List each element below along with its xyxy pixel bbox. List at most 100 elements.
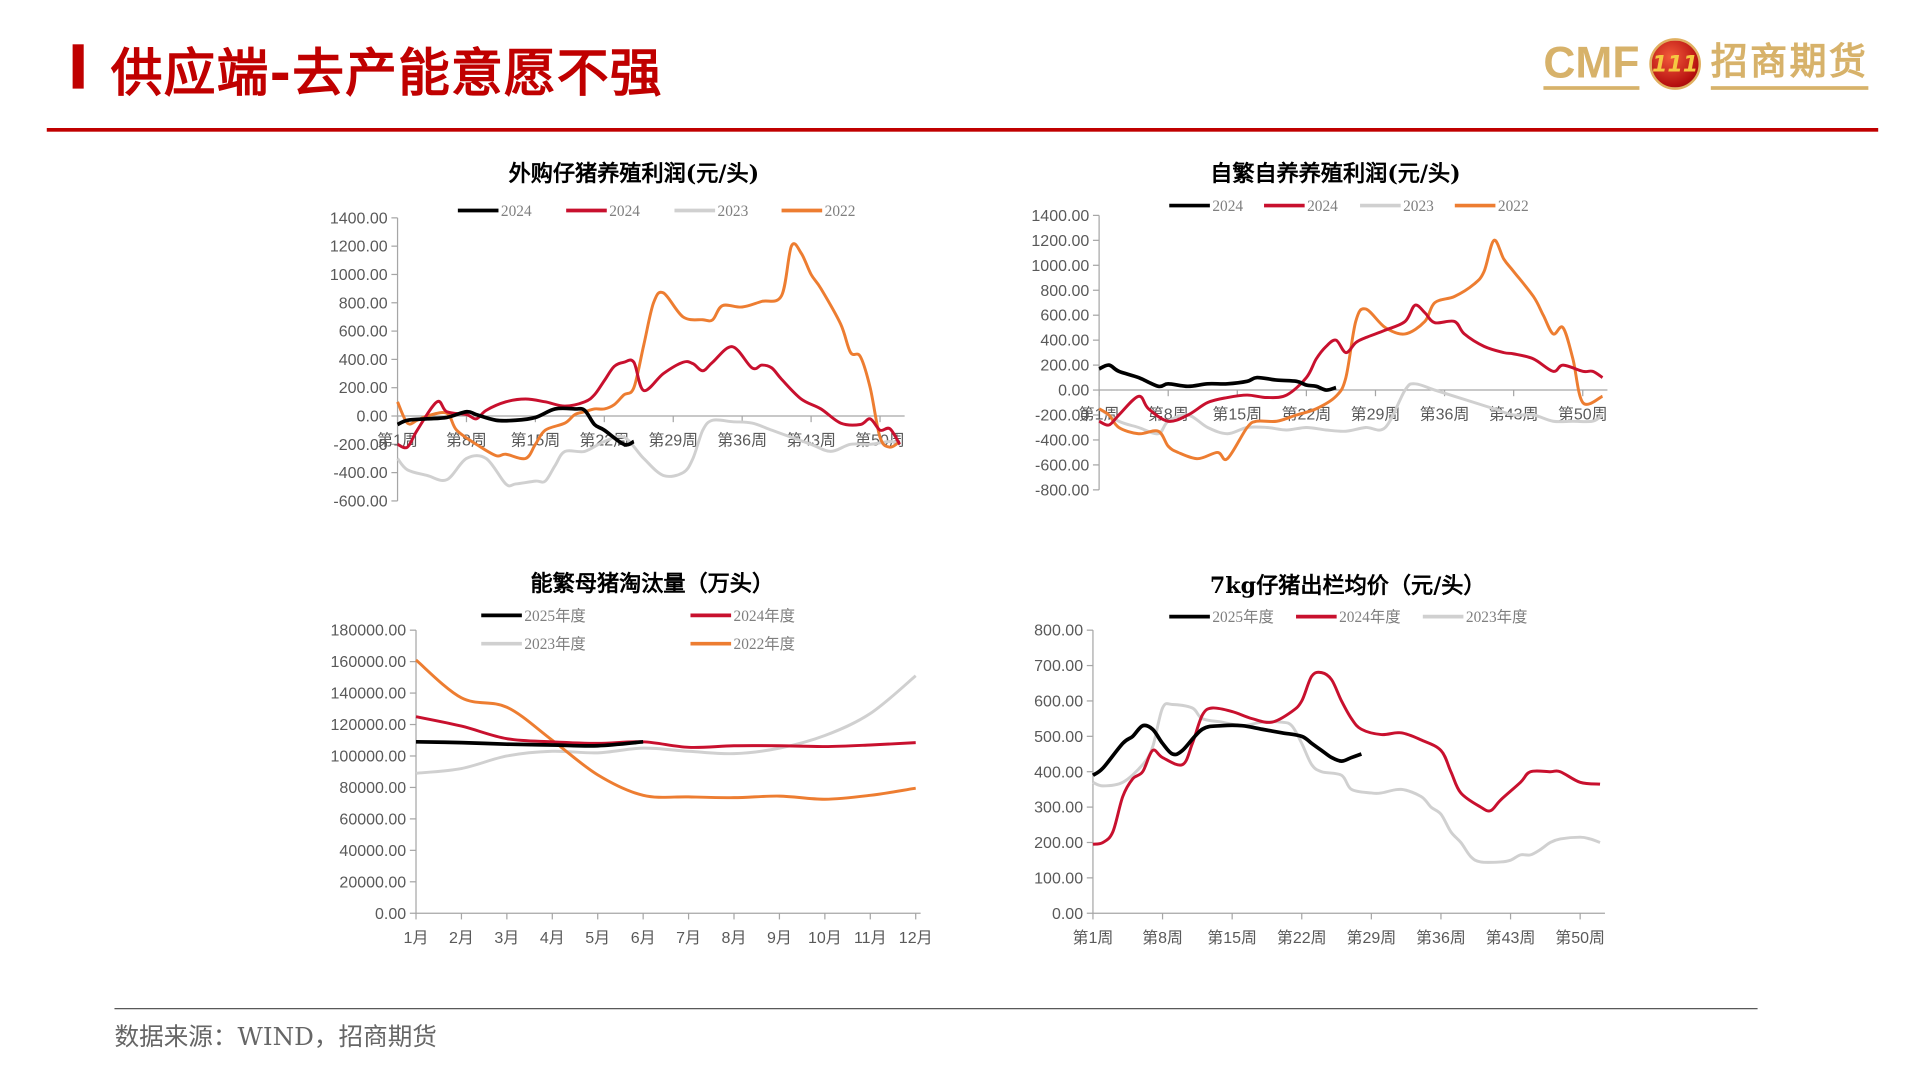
x-tick-label: 11月 bbox=[854, 930, 887, 947]
x-tick-label: 第1周 bbox=[1072, 929, 1113, 947]
y-tick-label: 1000.00 bbox=[330, 267, 388, 284]
y-tick-label: 500.00 bbox=[1034, 729, 1083, 746]
y-tick-label: 400.00 bbox=[339, 352, 388, 369]
x-tick-label: 10月 bbox=[808, 930, 842, 947]
y-tick-label: -400.00 bbox=[333, 465, 387, 482]
x-tick-label: 12月 bbox=[899, 930, 933, 947]
legend-label: 2023 bbox=[1403, 198, 1434, 215]
legend-label: 2023年度 bbox=[1466, 608, 1528, 626]
y-tick-label: 40000.00 bbox=[339, 843, 406, 860]
y-tick-label: 200.00 bbox=[1040, 358, 1089, 375]
data-source: 数据来源：WIND，招商期货 bbox=[114, 1021, 437, 1052]
legend-label: 2022 bbox=[825, 203, 856, 220]
y-tick-label: 100000.00 bbox=[331, 749, 407, 766]
legend-label: 2024 bbox=[609, 203, 640, 220]
x-tick-label: 第15周 bbox=[1212, 406, 1262, 424]
x-tick-label: 2月 bbox=[449, 930, 474, 947]
header-divider bbox=[46, 128, 1879, 132]
chart-title: 自繁自养养殖利润(元/头) bbox=[1210, 161, 1460, 187]
y-tick-label: 1000.00 bbox=[1031, 258, 1089, 275]
series-line-2024 bbox=[1098, 363, 1337, 392]
y-tick-label: 0.00 bbox=[375, 906, 406, 923]
y-tick-label: -600.00 bbox=[1035, 457, 1089, 474]
x-tick-label: 第43周 bbox=[786, 432, 836, 450]
x-tick-label: 第22周 bbox=[1277, 929, 1327, 947]
y-tick-label: 100.00 bbox=[1034, 870, 1083, 887]
y-tick-label: 60000.00 bbox=[339, 811, 406, 828]
y-tick-label: 180000.00 bbox=[331, 623, 407, 640]
series-line-2025年度 bbox=[1091, 723, 1363, 777]
legend-label: 2024年度 bbox=[1339, 608, 1401, 626]
series-line-2022 bbox=[1098, 238, 1604, 462]
y-tick-label: -800.00 bbox=[1035, 482, 1089, 499]
footer-divider bbox=[114, 1008, 1758, 1010]
legend-label: 2024 bbox=[501, 203, 532, 220]
logo-chinese-name: 招商期货 bbox=[1710, 39, 1869, 90]
x-tick-label: 第36周 bbox=[1420, 406, 1470, 424]
series-line-2023年度 bbox=[415, 674, 917, 775]
y-tick-label: 800.00 bbox=[339, 295, 388, 312]
series-line-2024年度 bbox=[415, 715, 916, 749]
x-tick-label: 第29周 bbox=[648, 432, 698, 450]
y-tick-label: 140000.00 bbox=[331, 686, 407, 703]
x-tick-label: 第36周 bbox=[717, 432, 767, 450]
y-tick-label: 0.00 bbox=[1052, 906, 1083, 923]
x-tick-label: 5月 bbox=[585, 930, 610, 947]
x-tick-label: 3月 bbox=[494, 930, 519, 947]
y-tick-label: 600.00 bbox=[1040, 308, 1089, 325]
y-tick-label: 700.00 bbox=[1034, 658, 1083, 675]
y-tick-label: 200.00 bbox=[339, 380, 388, 397]
x-tick-label: 第36周 bbox=[1416, 929, 1466, 947]
x-tick-label: 9月 bbox=[767, 930, 792, 947]
legend-label: 2024 bbox=[1307, 198, 1338, 215]
x-tick-label: 第1周 bbox=[1079, 406, 1120, 424]
cmf-logo: CMF 111 招商期货 bbox=[1543, 37, 1869, 91]
series-line-2022年度 bbox=[415, 658, 916, 801]
series-line-2024 bbox=[396, 406, 635, 447]
x-tick-label: 第8周 bbox=[1142, 929, 1183, 947]
legend-label: 2024年度 bbox=[734, 607, 796, 625]
y-tick-label: 400.00 bbox=[1034, 764, 1083, 781]
y-tick-label: 300.00 bbox=[1034, 800, 1083, 817]
chart-title: 7kg仔猪出栏均价（元/头） bbox=[1210, 573, 1486, 599]
y-tick-label: 0.00 bbox=[357, 409, 388, 426]
x-tick-label: 6月 bbox=[631, 930, 656, 947]
y-tick-label: -400.00 bbox=[1035, 432, 1089, 449]
x-tick-label: 第15周 bbox=[510, 432, 560, 450]
y-tick-label: -200.00 bbox=[333, 437, 387, 454]
y-tick-label: -600.00 bbox=[333, 493, 387, 510]
x-tick-label: 4月 bbox=[540, 930, 565, 947]
y-tick-label: 1400.00 bbox=[1031, 208, 1089, 225]
series-line-2023 bbox=[396, 418, 901, 488]
y-tick-label: 800.00 bbox=[1034, 623, 1083, 640]
series-line-2024 bbox=[396, 345, 901, 450]
logo-badge-icon: 111 bbox=[1649, 38, 1701, 90]
legend-label: 2023 bbox=[718, 203, 749, 220]
x-tick-label: 第29周 bbox=[1351, 406, 1401, 424]
series-line-2023 bbox=[1098, 382, 1604, 436]
x-tick-label: 第43周 bbox=[1486, 929, 1536, 947]
series-line-2025年度 bbox=[415, 739, 644, 748]
legend-label: 2022 bbox=[1498, 198, 1529, 215]
y-tick-label: 600.00 bbox=[1034, 693, 1083, 710]
y-tick-label: 1200.00 bbox=[1031, 233, 1089, 250]
legend-label: 2025年度 bbox=[1212, 608, 1274, 626]
legend-label: 2024 bbox=[1212, 198, 1243, 215]
series-line-2024年度 bbox=[1092, 670, 1601, 846]
x-tick-label: 1月 bbox=[404, 930, 429, 947]
y-tick-label: -200.00 bbox=[1035, 408, 1089, 425]
x-tick-label: 7月 bbox=[676, 930, 701, 947]
series-line-2023年度 bbox=[1092, 702, 1601, 864]
y-tick-label: 1200.00 bbox=[330, 239, 388, 256]
y-tick-label: 1400.00 bbox=[330, 210, 388, 227]
legend-label: 2022年度 bbox=[734, 635, 796, 653]
x-tick-label: 第22周 bbox=[1281, 406, 1331, 424]
series-line-2022 bbox=[396, 242, 901, 461]
y-tick-label: 800.00 bbox=[1040, 283, 1089, 300]
y-tick-label: 0.00 bbox=[1058, 383, 1089, 400]
